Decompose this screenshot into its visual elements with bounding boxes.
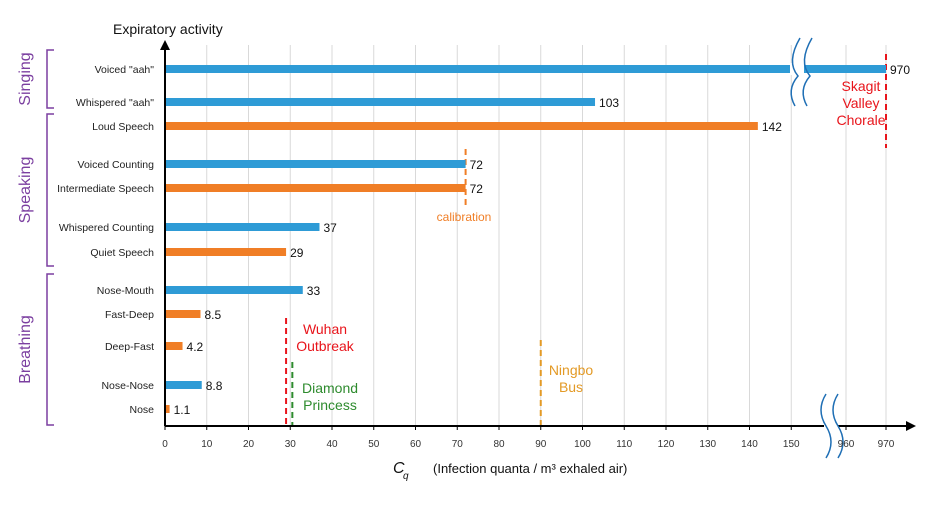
x-tick-label: 20 [243, 439, 255, 450]
bar [165, 160, 466, 168]
x-tick-label: 120 [658, 439, 675, 450]
category-label: Fast-Deep [105, 309, 154, 321]
category-label: Deep-Fast [105, 341, 154, 353]
x-tick-label: 10 [201, 439, 213, 450]
category-label: Whispered Counting [59, 222, 154, 234]
data-label: 72 [470, 158, 484, 172]
category-label: Voiced Counting [78, 159, 155, 171]
x-tick-label: 970 [878, 439, 895, 450]
data-label: 142 [762, 120, 782, 134]
bars: 970 Voiced "aah" 103 Whispered "aah" 142 Loud… [57, 63, 910, 417]
reference-line-label: Skagit [842, 78, 881, 94]
x-tick-label: 40 [326, 439, 338, 450]
data-label: 4.2 [187, 340, 204, 354]
group-bracket [46, 273, 54, 426]
x-axis-label-subscript: q [403, 471, 409, 482]
axis-break-mark [832, 393, 844, 459]
group-label: Breathing [17, 315, 34, 384]
category-label: Voiced "aah" [95, 64, 155, 76]
x-tick-label: 60 [410, 439, 422, 450]
gridlines [206, 45, 887, 426]
axes: 0 10 20 30 40 50 60 70 80 90 100 110 120 130 140 150 960… [160, 37, 916, 459]
x-tick-label: 150 [783, 439, 800, 450]
x-tick-label: 130 [699, 439, 716, 450]
reference-line-label: Valley [842, 95, 879, 111]
x-tick-label: 960 [838, 439, 855, 450]
bar-break-mark [790, 37, 801, 107]
x-tick-label: 90 [535, 439, 547, 450]
data-label: 37 [323, 221, 337, 235]
x-axis-label: C q (Infection quanta / m³ exhaled air) [393, 460, 627, 482]
x-axis-label-symbol: C [393, 460, 405, 477]
category-label: Whispered "aah" [76, 97, 154, 109]
x-tick-label: 140 [741, 439, 758, 450]
reference-line-label: Bus [559, 379, 583, 395]
reference-line-label: calibration [437, 210, 492, 224]
x-axis-label-text: (Infection quanta / m³ exhaled air) [433, 461, 627, 476]
data-label: 970 [890, 63, 910, 77]
category-label: Nose [129, 404, 154, 416]
reference-line-label: Chorale [836, 112, 885, 128]
data-label: 1.1 [174, 403, 191, 417]
bar [165, 310, 201, 318]
category-label: Nose-Nose [101, 380, 154, 392]
x-tick-label: 50 [368, 439, 380, 450]
reference-line-label: Diamond [302, 380, 358, 396]
bar [165, 342, 183, 350]
group-bracket [46, 49, 54, 109]
group-brackets: Singing Speaking Breathing [17, 49, 54, 426]
bar [165, 286, 303, 294]
bar [165, 65, 886, 73]
data-label: 8.5 [204, 308, 221, 322]
x-tick-label: 100 [574, 439, 591, 450]
x-tick-label: 110 [616, 439, 632, 450]
group-bracket [46, 113, 54, 267]
axis-break-gap [824, 423, 838, 429]
x-tick-label: 80 [493, 439, 505, 450]
reference-line-label: Outbreak [296, 338, 355, 354]
group-label: Speaking [17, 157, 34, 224]
bar [165, 98, 596, 106]
bar [165, 405, 170, 413]
bar [165, 223, 320, 231]
bar [165, 381, 202, 389]
bar [165, 122, 758, 130]
reference-line-label: Wuhan [303, 321, 347, 337]
chart-title: Expiratory activity [113, 21, 223, 37]
y-axis-arrow [160, 40, 170, 50]
x-tick-label: 70 [452, 439, 464, 450]
x-axis-arrow [906, 421, 916, 431]
data-label: 33 [307, 284, 321, 298]
data-label: 103 [599, 96, 619, 110]
bar [165, 248, 287, 256]
x-tick-label: 30 [285, 439, 297, 450]
bar-break-mark [802, 37, 813, 107]
category-label: Nose-Mouth [97, 285, 154, 297]
x-tick-label: 0 [162, 439, 168, 450]
category-label: Intermediate Speech [57, 183, 154, 195]
bar [165, 184, 466, 192]
data-label: 72 [470, 182, 484, 196]
data-label: 8.8 [206, 379, 223, 393]
axis-break-mark [820, 393, 832, 459]
group-label: Singing [17, 52, 34, 105]
category-label: Quiet Speech [90, 247, 154, 259]
category-label: Loud Speech [92, 121, 154, 133]
reference-line-label: Princess [303, 397, 357, 413]
data-label: 29 [290, 246, 304, 260]
reference-line-label: Ningbo [549, 362, 594, 378]
